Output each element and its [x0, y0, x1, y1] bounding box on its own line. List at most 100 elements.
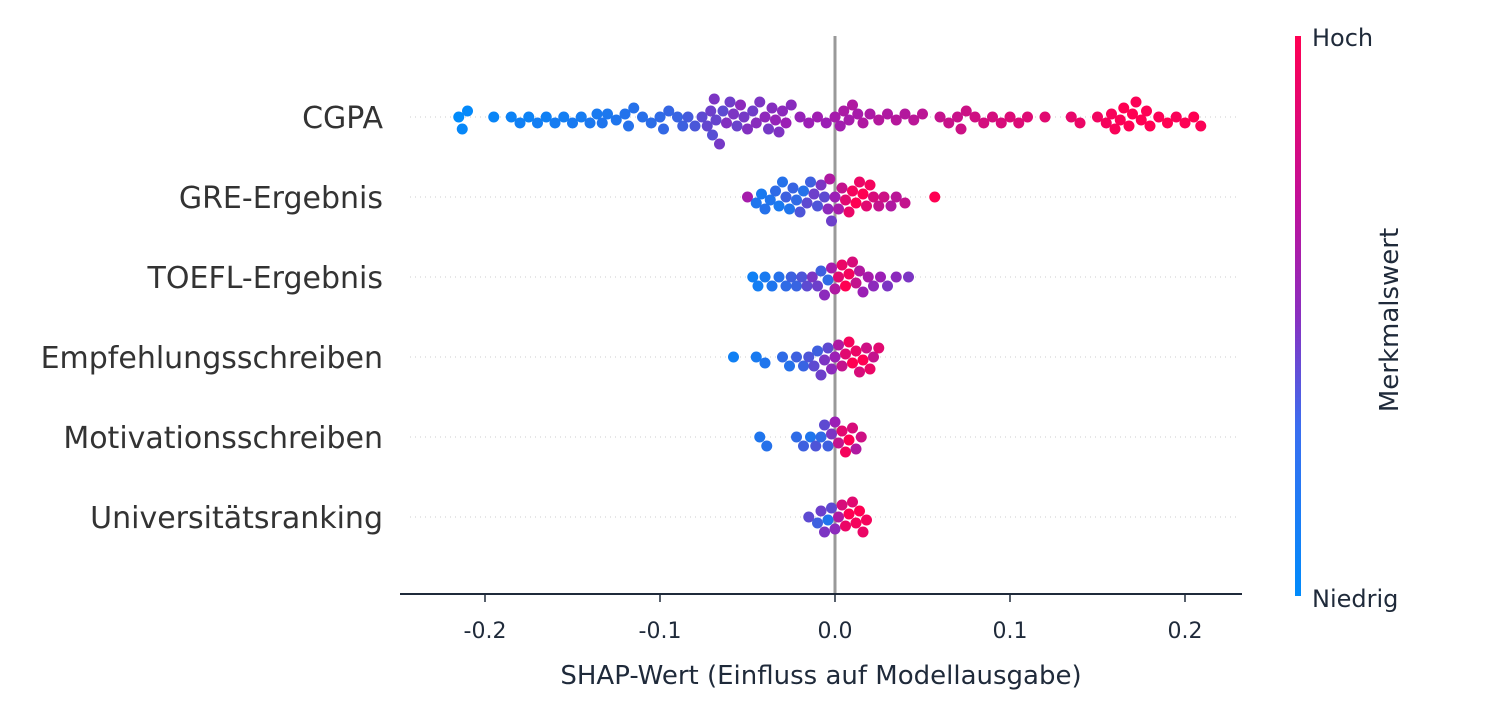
- shap-point: [943, 117, 955, 129]
- shap-point: [857, 188, 869, 200]
- shap-point: [742, 123, 753, 135]
- shap-point: [791, 280, 802, 292]
- shap-point: [815, 265, 827, 277]
- shap-point: [610, 114, 622, 126]
- shap-point: [873, 342, 885, 354]
- shap-point: [707, 129, 718, 141]
- shap-point: [637, 111, 648, 123]
- shap-point: [836, 360, 848, 372]
- shap-point: [785, 99, 797, 111]
- shap-point: [864, 108, 876, 120]
- shap-point: [558, 111, 570, 123]
- shap-point: [806, 271, 818, 283]
- shap-point: [822, 440, 834, 452]
- shap-point: [826, 502, 837, 514]
- shap-point: [549, 117, 561, 129]
- shap-point: [780, 191, 792, 203]
- shap-point: [742, 191, 753, 203]
- shap-point: [756, 188, 767, 200]
- shap-point: [836, 259, 848, 271]
- shap-point: [873, 200, 885, 212]
- shap-point: [1170, 111, 1182, 123]
- shap-point: [717, 105, 729, 117]
- shap-point: [759, 271, 771, 283]
- shap-point: [952, 111, 963, 123]
- shap-point: [1022, 111, 1033, 123]
- shap-point: [623, 120, 634, 132]
- shap-point: [861, 342, 872, 354]
- shap-point: [861, 200, 872, 212]
- shap-point: [857, 286, 869, 298]
- shap-point: [777, 105, 788, 117]
- shap-point: [852, 108, 864, 120]
- shap-point: [822, 342, 834, 354]
- shap-point: [523, 111, 535, 123]
- shap-point: [873, 114, 885, 126]
- shap-point: [815, 431, 827, 443]
- shap-point: [1004, 111, 1016, 123]
- feature-label: Empfehlungsschreiben: [41, 341, 383, 376]
- shap-point: [868, 280, 879, 292]
- shap-point: [864, 363, 876, 375]
- shap-point: [805, 176, 816, 188]
- shap-point: [672, 111, 683, 123]
- shap-point: [654, 111, 666, 123]
- x-tick-label: 0.0: [818, 619, 853, 644]
- shap-point: [514, 117, 526, 129]
- shap-point: [917, 108, 928, 120]
- shap-point: [969, 111, 981, 123]
- shap-point: [750, 197, 762, 209]
- shap-point: [836, 425, 848, 437]
- shap-point: [899, 197, 911, 209]
- shap-point: [826, 428, 837, 440]
- shap-point: [899, 108, 911, 120]
- shap-point: [805, 431, 816, 443]
- shap-point: [1127, 108, 1138, 120]
- shap-point: [903, 271, 914, 283]
- shap-point: [787, 182, 799, 194]
- shap-point: [810, 440, 822, 452]
- shap-point: [1162, 117, 1173, 129]
- shap-point: [724, 96, 736, 108]
- colorbar-high-label: Hoch: [1312, 24, 1373, 52]
- feature-label: CGPA: [302, 101, 383, 136]
- shap-point: [759, 203, 771, 215]
- shap-point: [794, 206, 806, 218]
- shap-point: [728, 108, 739, 120]
- colorbar: [1295, 36, 1301, 596]
- shap-point: [815, 179, 827, 191]
- shap-point: [850, 277, 862, 289]
- shap-point: [696, 111, 708, 123]
- shap-point: [1123, 120, 1135, 132]
- shap-point: [532, 117, 543, 129]
- shap-point: [882, 108, 893, 120]
- shap-point: [750, 117, 762, 129]
- x-tick-label: 0.2: [1168, 619, 1203, 644]
- shap-point: [868, 351, 879, 363]
- shap-point: [826, 262, 837, 274]
- shap-point: [812, 111, 823, 123]
- shap-point: [453, 111, 465, 123]
- shap-point: [1118, 102, 1130, 114]
- shap-point: [738, 111, 750, 123]
- shap-point: [1074, 117, 1086, 129]
- shap-point: [836, 182, 848, 194]
- shap-point: [596, 117, 608, 129]
- shap-point: [801, 280, 813, 292]
- shap-point: [785, 271, 797, 283]
- shap-point: [808, 360, 820, 372]
- shap-point: [1179, 117, 1191, 129]
- shap-point: [773, 271, 785, 283]
- shap-point: [682, 111, 694, 123]
- shap-point: [834, 120, 846, 132]
- shap-point: [591, 108, 603, 120]
- shap-point: [708, 93, 720, 105]
- shap-point: [1114, 114, 1126, 126]
- shap-point: [1013, 117, 1025, 129]
- shap-point: [750, 351, 762, 363]
- shap-point: [929, 191, 941, 203]
- x-axis-label: SHAP-Wert (Einfluss auf Modellausgabe): [560, 661, 1081, 691]
- shap-point: [812, 345, 823, 357]
- shap-point: [850, 345, 862, 357]
